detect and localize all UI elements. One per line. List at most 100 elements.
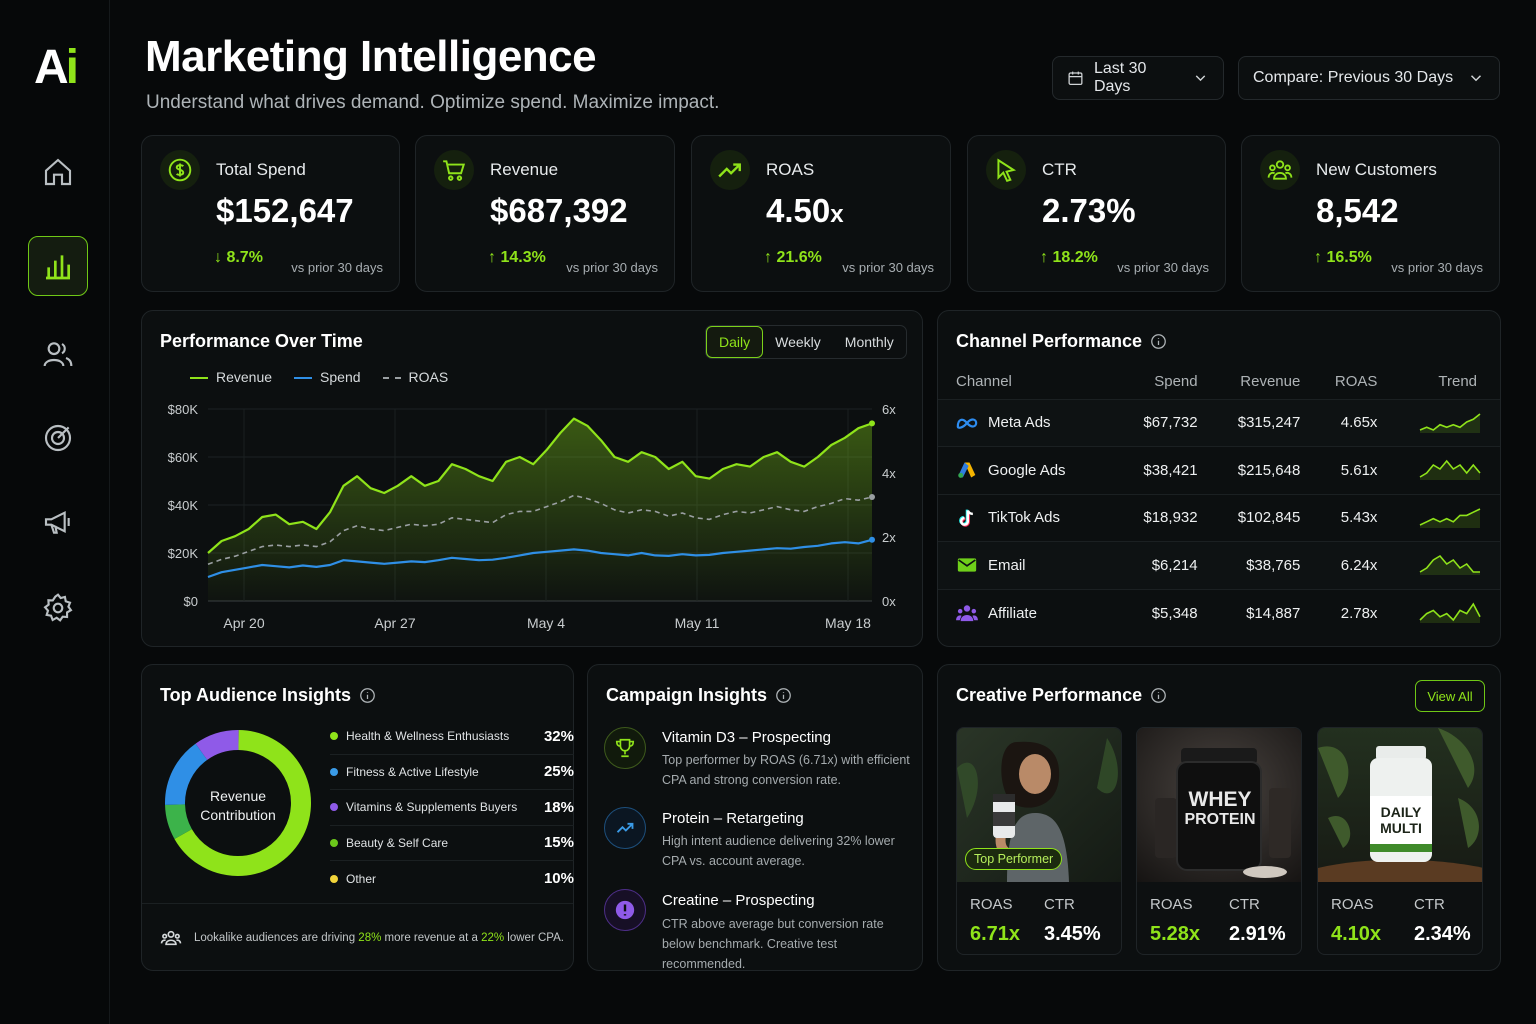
creative-tile[interactable]: WHEY PROTEIN ROAS CTR 5.28x 2.91% (1136, 727, 1302, 955)
product-label-line: DAILY (1380, 804, 1422, 820)
table-row[interactable]: TikTok Ads $18,932 $102,845 5.43x (938, 493, 1500, 542)
channel-name: TikTok Ads (988, 509, 1060, 527)
date-range-dropdown[interactable]: Last 30 Days (1052, 56, 1224, 100)
legend-label: ROAS (408, 369, 449, 385)
nav-goals[interactable] (28, 408, 88, 468)
roas-value: 4.10x (1331, 923, 1382, 945)
nav-audiences[interactable] (28, 324, 88, 384)
y-tick-label: $40K (168, 498, 199, 513)
top-performer-badge: Top Performer (965, 848, 1063, 870)
column-header[interactable]: Revenue (1240, 373, 1301, 391)
creative-tile[interactable]: Top Performer ROAS CTR 6.71x 3.45% (956, 727, 1122, 955)
donut-label-line: Revenue (209, 788, 267, 804)
campaign-name[interactable]: Creatine – Prospecting (662, 892, 815, 909)
alert-icon (604, 889, 646, 931)
column-header[interactable]: Channel (956, 373, 1012, 391)
info-icon[interactable] (359, 687, 376, 704)
sparkline-area (1420, 556, 1480, 576)
channel-name: Email (988, 556, 1026, 574)
compare-dropdown[interactable]: Compare: Previous 30 Days (1238, 56, 1500, 100)
y-tick-label: $20K (168, 546, 199, 561)
segment-name: Other (346, 871, 377, 886)
list-item[interactable]: Beauty & Self Care 15% (330, 826, 574, 861)
campaign-name[interactable]: Vitamin D3 – Prospecting (662, 729, 831, 746)
audience-card: Top Audience Insights Revenue Contributi… (141, 664, 574, 971)
y2-tick-label: 2x (882, 530, 896, 545)
kpi-value-suffix: x (830, 201, 844, 228)
legend-item: Spend (294, 369, 361, 385)
kpi-change: ↓ 8.7% (214, 249, 263, 266)
series-line-spend (207, 538, 873, 579)
product-label-line: WHEY (1188, 788, 1252, 811)
roas-value: 5.28x (1150, 923, 1201, 945)
kpi-comparison: vs prior 30 days (1391, 260, 1483, 275)
chevron-down-icon (1470, 75, 1482, 82)
page-subtitle: Understand what drives demand. Optimize … (146, 92, 720, 113)
list-item[interactable]: Health & Wellness Enthusiasts 32% (330, 719, 574, 755)
tab-monthly[interactable]: Monthly (844, 334, 894, 350)
segment-pct: 10% (543, 870, 574, 888)
cart-icon (434, 150, 474, 190)
group-icon (1260, 150, 1300, 190)
kpi-card-revenue[interactable]: Revenue $687,392 ↑ 14.3% vs prior 30 day… (415, 135, 675, 292)
kpi-card-ctr[interactable]: CTR 2.73% ↑ 18.2% vs prior 30 days (967, 135, 1226, 292)
info-icon[interactable] (1150, 333, 1167, 350)
logo-letter: A (34, 41, 69, 94)
donut-slice (174, 730, 311, 876)
kpi-change: ↑ 21.6% (764, 249, 822, 266)
kpi-label: ROAS (766, 160, 815, 179)
list-item[interactable]: Fitness & Active Lifestyle 25% (330, 755, 574, 790)
channel-spend: $6,214 (1123, 541, 1216, 589)
view-all-button[interactable]: View All (1415, 680, 1485, 712)
table-row[interactable]: Email $6,214 $38,765 6.24x (938, 541, 1500, 589)
sidebar: Ai (0, 0, 110, 1024)
column-header[interactable]: Spend (1154, 373, 1198, 391)
nav-analytics[interactable] (28, 236, 88, 296)
sparkline-line (1419, 508, 1481, 526)
app-logo[interactable]: Ai (34, 40, 79, 95)
table-header: Channel Spend Revenue ROAS Trend (938, 365, 1500, 399)
campaign-name[interactable]: Protein – Retargeting (662, 810, 804, 827)
tiktok-icon (956, 507, 978, 529)
logo-accent: i (65, 41, 79, 94)
footer-highlight: 28% (358, 931, 382, 944)
ctr-value: 2.34% (1414, 923, 1471, 945)
info-icon[interactable] (775, 687, 792, 704)
roas-label: ROAS (970, 896, 1013, 913)
table-row[interactable]: Google Ads $38,421 $215,648 5.61x (938, 446, 1500, 494)
creative-tile[interactable]: DAILY MULTI ROAS CTR 4.10x 2.34% (1317, 727, 1483, 955)
performance-line-chart: $0 $20K $40K $60K $80K 0x 2x 4x 6x Apr 20 Apr 27 Ma… (168, 402, 897, 631)
kpi-change: ↑ 18.2% (1040, 249, 1098, 266)
kpi-value: $152,647 (216, 192, 354, 229)
google-ads-icon (956, 459, 978, 481)
donut-center-label: Revenue Contribution (178, 787, 298, 825)
list-item[interactable]: Vitamins & Supplements Buyers 18% (330, 790, 574, 826)
table-row[interactable]: Affiliate $5,348 $14,887 2.78x (938, 588, 1500, 637)
channel-roas: 5.43x (1318, 493, 1396, 542)
list-item[interactable]: Other 10% (330, 861, 574, 897)
trend-sparkline (1395, 398, 1500, 447)
legend-item: ROAS (382, 369, 449, 385)
tab-weekly[interactable]: Weekly (775, 334, 821, 350)
channel-roas: 5.61x (1318, 446, 1396, 494)
kpi-card-total-spend[interactable]: Total Spend $152,647 ↓ 8.7% vs prior 30 … (141, 135, 400, 292)
table-row[interactable]: Meta Ads $67,732 $315,247 4.65x (938, 398, 1500, 447)
channel-name: Google Ads (988, 461, 1066, 479)
nav-settings[interactable] (28, 578, 88, 638)
column-header[interactable]: ROAS (1334, 373, 1378, 391)
kpi-card-roas[interactable]: ROAS 4.50x ↑ 21.6% vs prior 30 days (691, 135, 951, 292)
roas-label: ROAS (1331, 896, 1374, 913)
segment-name: Vitamins & Supplements Buyers (346, 800, 518, 815)
channel-name: Affiliate (988, 604, 1037, 622)
kpi-change: ↑ 16.5% (1314, 249, 1372, 266)
tab-daily[interactable]: Daily (706, 326, 764, 358)
info-icon[interactable] (1150, 687, 1167, 704)
kpi-card-new-customers[interactable]: New Customers 8,542 ↑ 16.5% vs prior 30 … (1241, 135, 1500, 292)
legend-dot (330, 803, 338, 812)
audience-donut-chart (165, 730, 311, 876)
bar-chart-icon (46, 255, 70, 280)
nav-campaigns[interactable] (28, 492, 88, 552)
trophy-icon (604, 727, 646, 769)
ctr-value: 2.91% (1229, 923, 1286, 945)
nav-home[interactable] (28, 142, 88, 202)
